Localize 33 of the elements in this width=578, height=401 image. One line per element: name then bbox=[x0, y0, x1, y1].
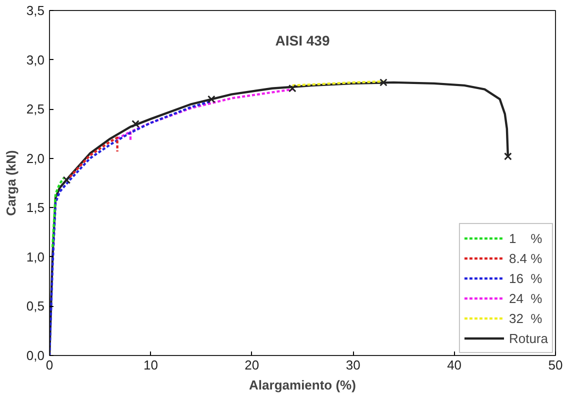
legend-label: 16 % bbox=[508, 270, 542, 286]
point bbox=[207, 95, 216, 104]
legend-label: 8.4 % bbox=[508, 250, 542, 266]
text: AISI 439 bbox=[275, 32, 330, 48]
x-tick-label: 20 bbox=[244, 358, 260, 372]
y-tick-label: 0,5 bbox=[26, 298, 45, 314]
y-tick-label: 3,0 bbox=[26, 52, 45, 68]
y-tick-label: 3,5 bbox=[26, 3, 45, 18]
point bbox=[288, 84, 296, 92]
y-tick-label: 1,0 bbox=[26, 249, 45, 264]
legend-label: 24 % bbox=[508, 290, 542, 306]
legend-label: 1 % bbox=[508, 230, 542, 246]
x-tick-label: 50 bbox=[548, 358, 563, 372]
y-tick-label: 2,0 bbox=[26, 150, 45, 166]
x-axis-title: Alargamiento (%) bbox=[249, 378, 356, 392]
y-axis-title: Carga (kN) bbox=[3, 150, 18, 216]
x-tick-label: 40 bbox=[447, 358, 462, 372]
x-tick-label: 10 bbox=[143, 358, 158, 372]
y-tick-label: 0,0 bbox=[26, 348, 45, 363]
x-tick-label: 30 bbox=[346, 358, 360, 372]
y-tick-label: 2,5 bbox=[26, 102, 45, 117]
point bbox=[504, 152, 512, 160]
line-series bbox=[116, 88, 294, 142]
line-series bbox=[68, 136, 118, 178]
point bbox=[62, 176, 71, 184]
legend-label: 32 % bbox=[508, 310, 542, 326]
legend-label: Rotura bbox=[508, 330, 548, 346]
x-tick-label: 0 bbox=[46, 358, 54, 372]
point bbox=[380, 78, 388, 86]
line-series bbox=[50, 100, 213, 356]
line-series bbox=[51, 176, 65, 248]
point bbox=[132, 120, 140, 128]
y-tick-label: 1,5 bbox=[26, 200, 45, 216]
